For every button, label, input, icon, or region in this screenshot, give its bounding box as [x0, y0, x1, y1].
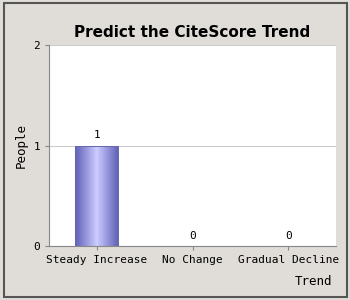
Text: 0: 0	[189, 231, 196, 241]
Bar	[78, 146, 79, 246]
Bar	[95, 146, 96, 246]
Bar	[103, 146, 104, 246]
Text: 1: 1	[93, 130, 100, 140]
Text: 0: 0	[285, 231, 292, 241]
Bar	[102, 146, 103, 246]
Bar	[106, 146, 107, 246]
Text: Trend: Trend	[295, 275, 332, 288]
Bar	[86, 146, 87, 246]
Bar	[89, 146, 90, 246]
Bar	[101, 146, 102, 246]
Bar	[107, 146, 108, 246]
Bar	[105, 146, 106, 246]
Bar	[104, 146, 105, 246]
Bar	[83, 146, 84, 246]
Title: Predict the CiteScore Trend: Predict the CiteScore Trend	[74, 25, 311, 40]
Bar	[94, 146, 95, 246]
Bar	[98, 146, 99, 246]
Bar	[99, 146, 100, 246]
Bar	[88, 146, 89, 246]
Bar	[109, 146, 110, 246]
Bar	[80, 146, 81, 246]
Bar	[108, 146, 109, 246]
Bar	[77, 146, 78, 246]
Bar	[97, 146, 98, 246]
Bar	[114, 146, 115, 246]
Bar	[87, 146, 88, 246]
Bar	[116, 146, 117, 246]
Bar	[91, 146, 92, 246]
Bar	[82, 146, 83, 246]
Bar	[92, 146, 93, 246]
Bar	[90, 146, 91, 246]
Bar	[100, 146, 101, 246]
Y-axis label: People: People	[15, 123, 28, 168]
Bar	[113, 146, 114, 246]
Bar	[96, 146, 97, 246]
Bar	[111, 146, 112, 246]
Bar	[93, 146, 94, 246]
Bar	[75, 146, 118, 246]
Bar	[81, 146, 82, 246]
Bar	[76, 146, 77, 246]
Bar	[110, 146, 111, 246]
Bar	[85, 146, 86, 246]
Bar	[75, 146, 76, 246]
Bar	[79, 146, 80, 246]
Bar	[115, 146, 116, 246]
Bar	[112, 146, 113, 246]
Bar	[84, 146, 85, 246]
Bar	[117, 146, 118, 246]
